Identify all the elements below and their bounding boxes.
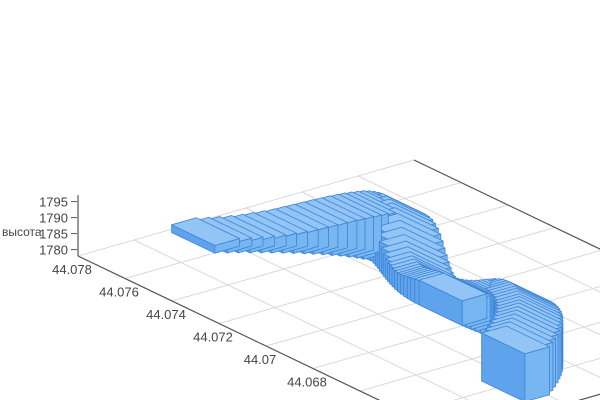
bar-face-front bbox=[524, 346, 550, 400]
x-tick-label: 44.072 bbox=[193, 330, 233, 345]
bar-face-top bbox=[418, 272, 488, 302]
axis-titles: высотаlat bbox=[2, 225, 42, 239]
z-axis-title: высота bbox=[2, 225, 42, 239]
x-tick-label: 44.068 bbox=[287, 375, 327, 390]
x-axis-line bbox=[77, 255, 381, 400]
axis-lines bbox=[77, 159, 600, 400]
z-tick-label: 1785 bbox=[39, 227, 68, 242]
x-tick-label: 44.07 bbox=[244, 352, 277, 367]
x-tick-label: 44.066 bbox=[334, 397, 374, 400]
bar-face-top bbox=[481, 325, 550, 355]
grid-line-y bbox=[133, 239, 470, 400]
grid-line-y bbox=[357, 175, 600, 293]
x-tick-label: 44.076 bbox=[99, 285, 139, 300]
z-tick-label: 1795 bbox=[39, 195, 68, 210]
x-tick-label: 44.078 bbox=[52, 262, 92, 277]
bar-series bbox=[171, 190, 564, 400]
z-tick-label: 1780 bbox=[39, 243, 68, 258]
back-right-edge bbox=[413, 159, 600, 250]
x-tick-label: 44.074 bbox=[146, 307, 186, 322]
bar-face-top bbox=[171, 217, 240, 246]
x-axis-tick-labels: 44.078 44.076 44.074 44.072 44.07 44.068 44.06… bbox=[52, 262, 374, 400]
z-tick-label: 1790 bbox=[39, 211, 68, 226]
